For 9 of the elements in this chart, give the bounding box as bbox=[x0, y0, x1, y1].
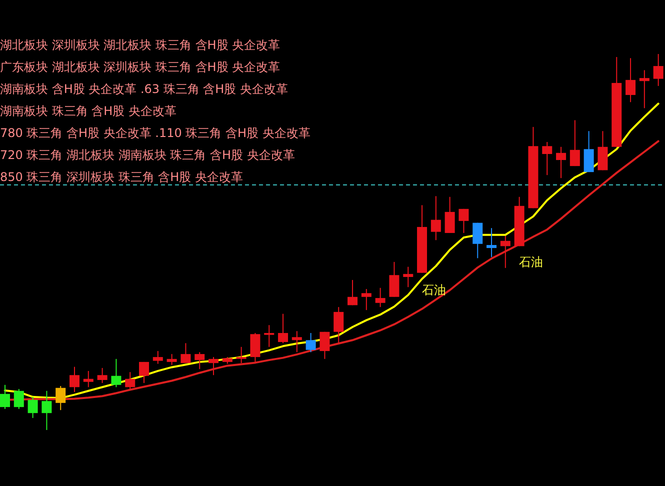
annotation: 湖南板块 珠三角 含H股 央企改革 bbox=[0, 104, 176, 118]
annotation: 850 珠三角 深圳板块 珠三角 含H股 央企改革 bbox=[0, 170, 243, 184]
annotation: 广东板块 湖北板块 深圳板块 珠三角 含H股 央企改革 bbox=[0, 60, 280, 74]
annotation: 石油 bbox=[422, 283, 446, 297]
annotation: 780 珠三角 含H股 央企改革 .110 珠三角 含H股 央企改革 bbox=[0, 126, 310, 140]
annotation: 720 珠三角 湖北板块 湖南板块 珠三角 含H股 央企改革 bbox=[0, 148, 295, 162]
annotation: 湖北板块 深圳板块 湖北板块 珠三角 含H股 央企改革 bbox=[0, 38, 280, 52]
annotation: 湖南板块 含H股 央企改革 .63 珠三角 含H股 央企改革 bbox=[0, 82, 288, 96]
annotation: 石油 bbox=[519, 255, 543, 269]
